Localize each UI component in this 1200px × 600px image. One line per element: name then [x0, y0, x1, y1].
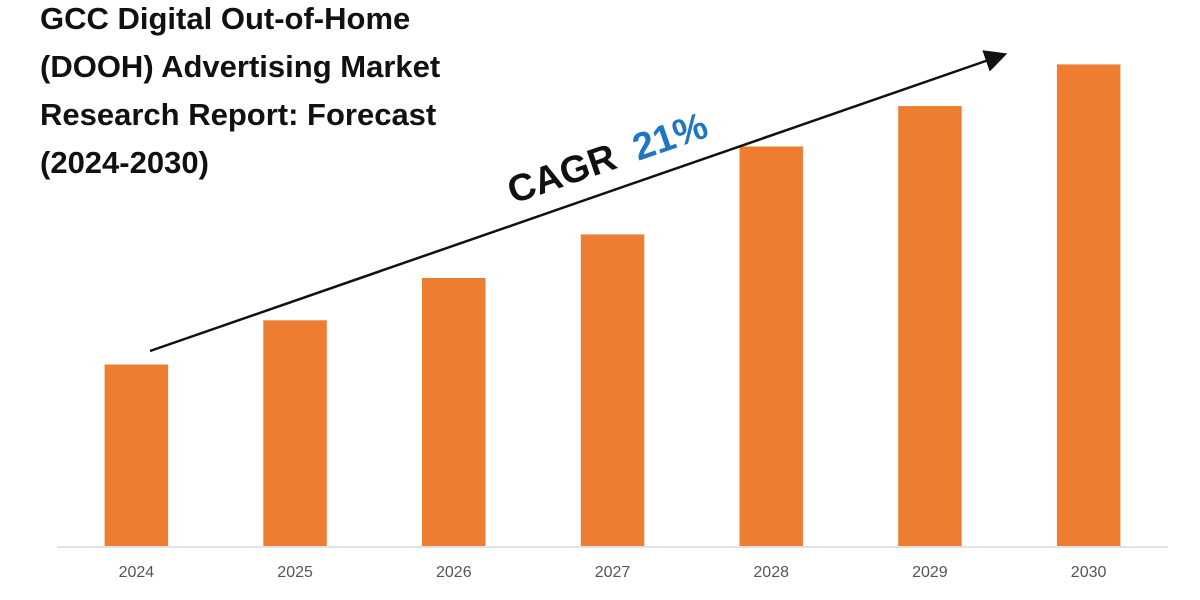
bar-2028: [739, 146, 803, 546]
bar-2029: [898, 106, 962, 546]
bar-2027: [580, 234, 645, 546]
x-tick-label-2030: 2030: [1071, 564, 1107, 581]
cagr-annotation: CAGR 21%: [502, 105, 713, 213]
bar-2030: [1056, 64, 1121, 547]
chart-title-line-4: (2024-2030): [40, 145, 209, 180]
chart-title-line-1: GCC Digital Out-of-Home: [40, 1, 410, 36]
x-tick-label-2025: 2025: [277, 564, 313, 581]
x-tick-label-2029: 2029: [912, 564, 948, 581]
chart-title: GCC Digital Out-of-Home (DOOH) Advertisi…: [38, 0, 443, 183]
bar-2025: [263, 320, 327, 546]
chart-title-line-2: (DOOH) Advertising Market: [40, 49, 440, 84]
x-tick-label-2028: 2028: [753, 564, 789, 581]
cagr-trend-arrow: [149, 50, 1008, 353]
x-tick-labels: 2024 2025 2026 2027 2028 2029 2030: [119, 564, 1107, 581]
bar-2024: [104, 364, 169, 546]
bars-group: [104, 64, 1121, 547]
cagr-label: CAGR: [502, 136, 621, 212]
x-tick-label-2024: 2024: [119, 564, 155, 581]
x-tick-label-2027: 2027: [595, 564, 631, 581]
chart-title-line-3: Research Report: Forecast: [40, 97, 436, 132]
x-tick-label-2026: 2026: [436, 564, 472, 581]
bar-2026: [422, 278, 486, 546]
